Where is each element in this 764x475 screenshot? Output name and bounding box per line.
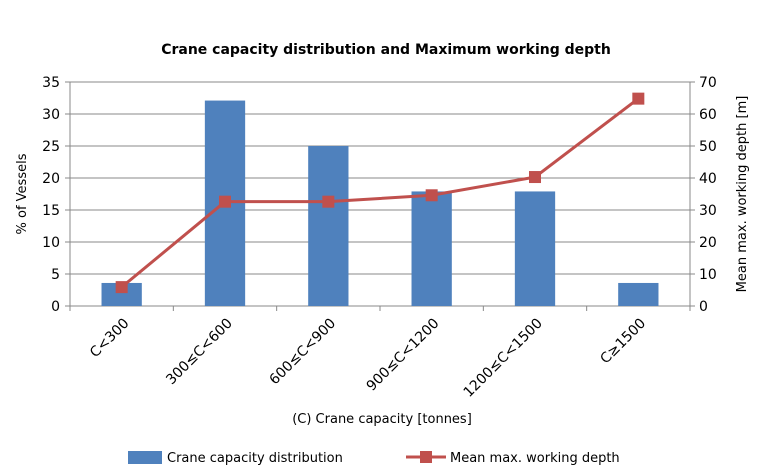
x-tick-label: C≥1500 [597, 316, 649, 368]
chart-title: Crane capacity distribution and Maximum … [161, 42, 611, 58]
legend: Crane capacity distribution Mean max. wo… [128, 451, 620, 466]
line-marker [322, 195, 335, 208]
y2-axis-label: Mean max. working depth [m] [735, 96, 750, 293]
line-series [120, 97, 640, 289]
x-tick-label: 1200≤C<1500 [461, 316, 546, 401]
y-tick-label: 15 [42, 203, 60, 219]
bar [411, 191, 452, 306]
bar [101, 282, 142, 306]
y2-tick-label: 0 [699, 299, 708, 315]
line-marker [425, 189, 438, 202]
y2-tick-label: 20 [699, 235, 717, 251]
y2-tick-label: 50 [699, 139, 717, 155]
bar [308, 146, 349, 306]
line-marker [115, 281, 128, 294]
legend-bar-swatch [128, 451, 162, 464]
legend-label-bars: Crane capacity distribution [167, 451, 343, 466]
x-tick-label: 900≤C<1200 [364, 316, 443, 395]
line-marker [219, 195, 231, 208]
line-marker [632, 92, 645, 105]
y2-tick-label: 40 [699, 171, 717, 187]
x-tick-label: 300≤C<600 [163, 316, 236, 389]
y-tick-label: 10 [42, 235, 60, 251]
y-tick-label: 30 [42, 107, 60, 123]
y2-tick-label: 70 [699, 75, 717, 91]
x-tick-label: 600≤C<900 [267, 316, 340, 389]
x-axis-label: (C) Crane capacity [tonnes] [292, 412, 472, 427]
y-tick-label: 20 [42, 171, 60, 187]
legend-label-line: Mean max. working depth [450, 451, 620, 466]
legend-line-marker [420, 451, 432, 463]
line-marker [529, 171, 541, 184]
y2-tick-label: 30 [699, 203, 717, 219]
y-axis-label: % of Vessels [15, 153, 30, 234]
y-tick-label: 0 [51, 299, 60, 315]
y-tick-label: 5 [51, 267, 60, 283]
y2-tick-label: 10 [699, 267, 717, 283]
x-tick-label: C<300 [87, 316, 132, 361]
bar [618, 282, 659, 306]
y-tick-label: 25 [42, 139, 60, 155]
y2-tick-label: 60 [699, 107, 717, 123]
y-tick-label: 35 [42, 75, 60, 91]
bar [514, 191, 556, 306]
